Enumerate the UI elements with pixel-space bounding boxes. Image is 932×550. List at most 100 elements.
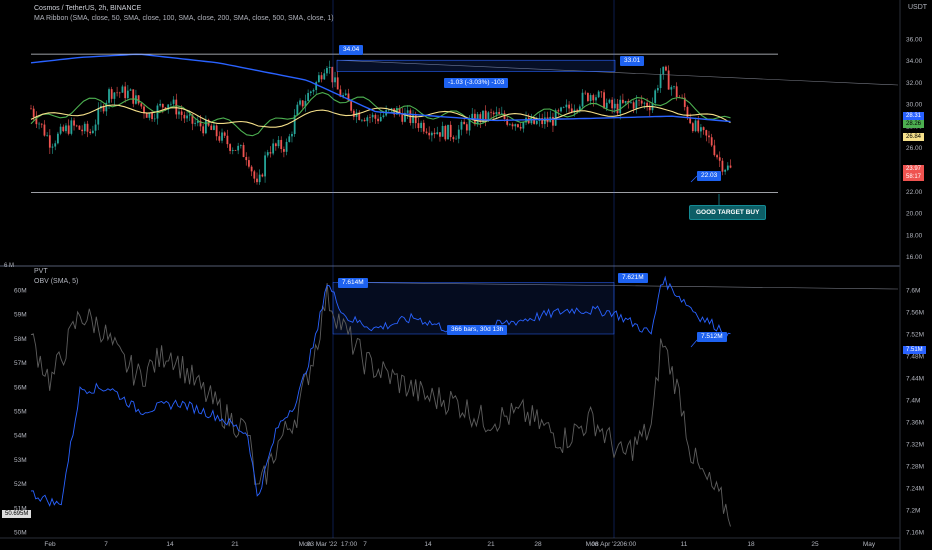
candle-body: [595, 97, 597, 101]
candle-body: [565, 104, 568, 108]
candle-body: [576, 109, 579, 111]
candle-body: [161, 103, 164, 108]
candle-body: [638, 100, 640, 101]
candle-body: [363, 119, 366, 122]
candle-body: [73, 120, 75, 126]
candle-body: [449, 124, 452, 138]
candle-body: [584, 92, 587, 94]
target-price-label[interactable]: 22.03: [697, 171, 722, 181]
candle-body: [543, 117, 546, 125]
candle-body: [452, 137, 455, 140]
candle-body: [253, 171, 256, 179]
candle-body: [656, 88, 659, 91]
candle-body: [686, 106, 689, 118]
pvt-last-label: 50.695M: [2, 510, 32, 518]
candle-body: [406, 110, 409, 113]
high2-label[interactable]: 33.01: [620, 56, 645, 66]
candle-body: [705, 130, 708, 136]
pvt-legend[interactable]: PVT: [34, 268, 48, 275]
candle-body: [374, 114, 377, 119]
candle-body: [226, 135, 229, 145]
time-tick-label: Feb: [44, 541, 56, 548]
candle-body: [317, 75, 320, 83]
candle-body: [86, 123, 89, 132]
candle-body: [204, 119, 207, 134]
candle-body: [702, 127, 705, 131]
candle-body: [675, 86, 678, 98]
lower-pane-lines: [30, 275, 731, 527]
time-tick-label: 03 Mar '22: [307, 541, 338, 548]
candle-body: [159, 103, 162, 106]
candle-body: [597, 91, 600, 98]
candle-body: [390, 108, 393, 110]
indicator-legend[interactable]: MA Ribbon (SMA, close, 50, SMA, close, 1…: [34, 15, 334, 22]
candle-body: [667, 70, 670, 90]
obv-legend[interactable]: OBV (SMA, 5): [34, 278, 79, 285]
candle-body: [562, 107, 565, 108]
price-label-ma200: 28.31: [903, 112, 925, 120]
time-tick-label: May: [863, 541, 876, 548]
candle-body: [312, 89, 315, 92]
obv-axis-last-label: 7.51M: [903, 346, 926, 354]
candle-body: [54, 143, 57, 147]
candle-body: [377, 118, 379, 122]
candle-body: [729, 165, 732, 168]
candle-body: [514, 124, 517, 127]
price-tick-label: 30.00: [906, 102, 923, 109]
candle-body: [218, 136, 221, 141]
obv-high2-label[interactable]: 7.621M: [618, 273, 648, 283]
candle-body: [283, 149, 285, 152]
candle-body: [463, 121, 466, 125]
candle-body: [51, 146, 54, 148]
time-tick-label: 28: [534, 541, 542, 548]
price-tick-label: 22.00: [906, 189, 923, 196]
obv-line: [30, 275, 731, 507]
candle-body: [700, 127, 702, 132]
candle-body: [511, 124, 514, 127]
candle-body: [191, 114, 194, 124]
time-tick-label: 06:00: [620, 541, 637, 548]
candle-body: [691, 123, 694, 132]
measure-label[interactable]: -1.03 (-3.03%) -103: [444, 78, 509, 88]
candle-body: [578, 106, 581, 111]
target-note[interactable]: GOOD TARGET BUY: [689, 205, 767, 220]
time-tick-label: Mon: [586, 541, 599, 548]
candle-body: [175, 99, 178, 115]
target-pointer: [690, 175, 698, 183]
candle-body: [35, 117, 38, 125]
candle-body: [38, 123, 40, 125]
time-tick-label: 08 Apr '22: [591, 541, 620, 548]
obv-tick-label: 7.44M: [906, 376, 924, 383]
candle-body: [508, 124, 511, 125]
obv-tick-label: 7.56M: [906, 310, 924, 317]
candle-body: [30, 108, 32, 110]
candle-body: [592, 95, 595, 101]
obv-high1-label[interactable]: 7.614M: [338, 278, 368, 288]
candle-body: [398, 108, 401, 114]
pvt-tick-label: 59M: [14, 312, 27, 319]
candle-body: [153, 118, 156, 120]
time-tick-label: 21: [487, 541, 495, 548]
candle-body: [724, 169, 727, 172]
candle-body: [132, 89, 135, 104]
obv-tick-label: 7.32M: [906, 442, 924, 449]
candle-body: [59, 126, 62, 134]
candle-body: [250, 166, 253, 172]
candle-body: [517, 124, 519, 127]
obv-measure-label[interactable]: 366 bars, 30d 13h: [447, 325, 508, 335]
candle-body: [280, 139, 283, 150]
candle-body: [334, 77, 336, 83]
obv-last-label[interactable]: 7.512M: [697, 332, 727, 342]
obv-trend-line: [336, 282, 899, 290]
high1-label[interactable]: 34.04: [339, 45, 364, 55]
currency-label[interactable]: USDT: [908, 4, 928, 11]
price-tick-label: 20.00: [906, 211, 923, 218]
pvt-tick-label: 57M: [14, 360, 27, 367]
candle-body: [183, 114, 186, 119]
candle-body: [694, 120, 697, 132]
candle-body: [713, 145, 716, 156]
obv-tick-label: 7.6M: [906, 288, 920, 295]
pvt-tick-label: 53M: [14, 457, 27, 464]
candle-body: [506, 119, 509, 125]
